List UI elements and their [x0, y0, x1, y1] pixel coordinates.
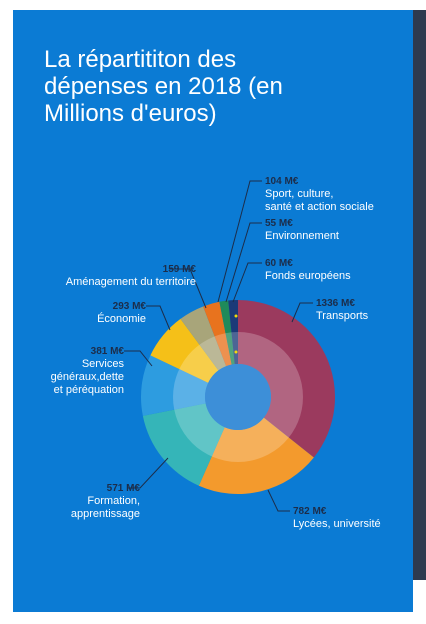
slice-label: 293 M€ Économie: [97, 301, 146, 325]
stars: [234, 314, 238, 354]
slice-label: 60 M€ Fonds européens: [265, 258, 351, 282]
side-strip: [413, 10, 426, 580]
leader-lines: [124, 180, 313, 512]
donut-slice: [219, 300, 235, 365]
donut-hole: [205, 364, 271, 430]
chart-title: La répartititon des dépenses en 2018 (en…: [44, 46, 283, 127]
donut-slice: [142, 403, 225, 486]
slice-label: 571 M€ Formation, apprentissage: [70, 483, 140, 520]
slice-label: 381 M€ Services généraux,dette et péréqua…: [50, 346, 124, 396]
donut-slice: [150, 318, 219, 383]
slice-label: 782 M€ Lycées, université: [293, 506, 381, 530]
slice-label: 104 M€ Sport, culture, santé et action so…: [265, 176, 374, 213]
slice-label: 1336 M€ Transports: [316, 298, 369, 322]
donut-slice: [198, 417, 314, 494]
donut-slice: [203, 301, 232, 367]
donut-slice: [180, 306, 227, 371]
donut-slice: [141, 355, 209, 416]
slice-label: 55 M€ Environnement: [265, 218, 339, 242]
slice-label: 159 M€ Aménagement du territoire: [65, 264, 196, 288]
donut-slice: [238, 300, 335, 458]
